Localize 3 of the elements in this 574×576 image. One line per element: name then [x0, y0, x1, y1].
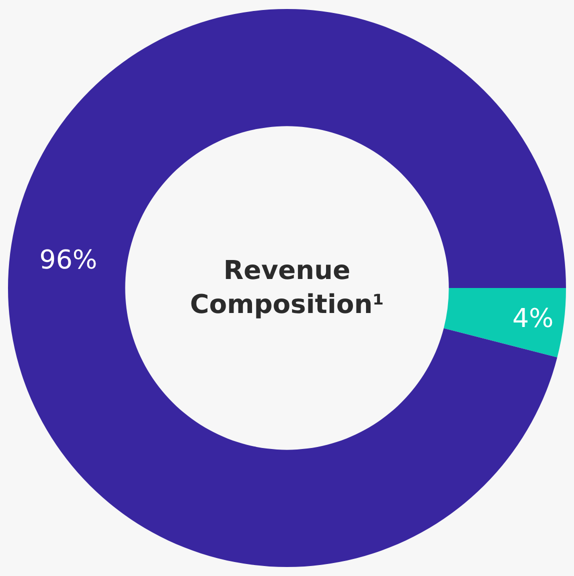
data-label: 96%: [39, 245, 98, 276]
text: Revenue Composition¹: [190, 256, 384, 320]
data-label: 4%: [512, 304, 554, 334]
